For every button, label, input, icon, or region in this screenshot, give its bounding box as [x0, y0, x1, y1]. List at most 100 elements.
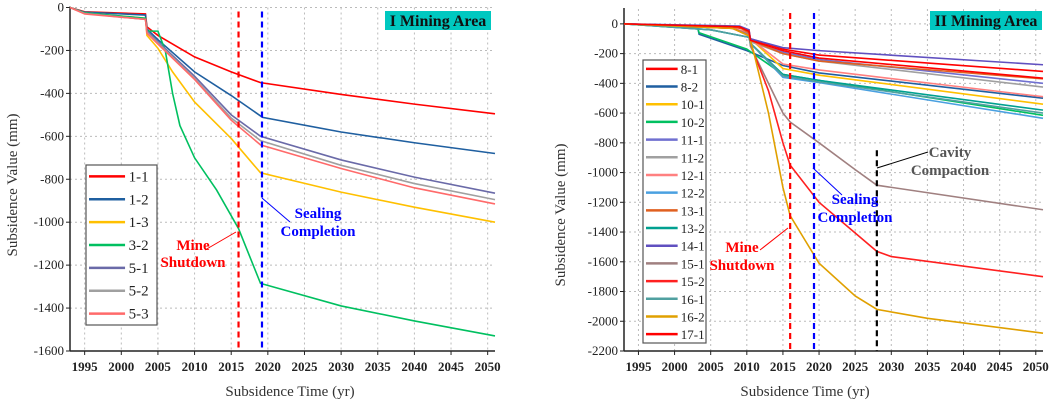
legend-label: 1-2 [129, 192, 149, 208]
x-tick-label: 2030 [328, 359, 354, 374]
legend-label: 1-3 [129, 215, 149, 231]
chart-title: I Mining Area [390, 13, 487, 30]
y-tick-label: -800 [40, 171, 64, 186]
annotation-arrow [876, 151, 929, 169]
y-tick-label: -1000 [34, 214, 64, 229]
x-tick-label: 2015 [770, 359, 797, 374]
legend-label: 16-1 [681, 292, 705, 307]
series-line-1-1 [69, 6, 496, 115]
legend-label: 3-2 [129, 238, 149, 254]
y-tick-label: -1400 [34, 300, 64, 315]
x-tick-label: 2045 [438, 359, 465, 374]
y-tick-label: -600 [40, 128, 64, 143]
y-tick-label: -800 [594, 135, 618, 150]
y-tick-label: 0 [612, 16, 619, 31]
x-tick-label: 2040 [951, 359, 977, 374]
y-tick-label: -400 [40, 85, 64, 100]
x-tick-label: 2020 [255, 359, 281, 374]
x-tick-label: 2045 [987, 359, 1014, 374]
x-tick-label: 1995 [72, 359, 99, 374]
y-tick-label: -1800 [588, 284, 618, 299]
title-box [930, 11, 1042, 30]
legend-label: 11-1 [681, 133, 704, 148]
chart-panel-1: 1995 2000 2005 2010 2015 2020 2025 2030 2035 2040… [5, 0, 501, 400]
legend-label: 11-2 [681, 150, 704, 165]
annotation-arrow [261, 197, 291, 223]
x-tick-label: 2035 [365, 359, 392, 374]
y-tick-label: -1000 [588, 165, 618, 180]
legend-label: 14-1 [681, 239, 705, 254]
x-tick-label: 2035 [914, 359, 941, 374]
y-tick-label: 0 [58, 0, 65, 15]
x-tick-label: 2025 [842, 359, 869, 374]
y-tick-label: -200 [40, 42, 64, 57]
legend-label: 15-2 [681, 274, 705, 289]
annotation-label: Mine [725, 240, 759, 256]
chart-title: II Mining Area [935, 13, 1038, 30]
y-axis-label: Subsidence Value (mm) [553, 143, 569, 286]
y-tick-label: -600 [594, 105, 618, 120]
x-tick-label: 2010 [734, 359, 760, 374]
y-tick-label: -1200 [34, 257, 64, 272]
annotation-label: Completion [818, 210, 894, 226]
x-tick-label: 2005 [698, 359, 725, 374]
y-tick-label: -1600 [34, 343, 64, 358]
legend-label: 13-1 [681, 203, 705, 218]
legend-label: 15-1 [681, 256, 705, 271]
y-tick-label: -1600 [588, 254, 618, 269]
x-tick-label: 2020 [806, 359, 832, 374]
title-box [385, 11, 491, 30]
x-tick-label: 2000 [108, 359, 134, 374]
legend-label: 10-1 [681, 97, 705, 112]
series-line-5-3 [69, 6, 496, 205]
legend-label: 1-1 [129, 169, 149, 185]
series-line-15-1 [623, 23, 1044, 211]
y-tick-label: -400 [594, 75, 618, 90]
y-tick-label: -2000 [588, 313, 618, 328]
annotation-label: Compaction [911, 163, 990, 179]
x-tick-label: 2005 [145, 359, 172, 374]
y-tick-label: -2200 [588, 343, 618, 358]
series-line-1-2 [69, 6, 496, 155]
y-tick-label: -1200 [588, 194, 618, 209]
x-tick-label: 2000 [662, 359, 688, 374]
legend-label: 12-2 [681, 186, 705, 201]
x-tick-label: 1995 [625, 359, 652, 374]
annotation-arrow [812, 167, 843, 196]
legend-label: 8-2 [681, 80, 698, 95]
annotation-label: Completion [281, 224, 357, 240]
x-axis-label: Subsidence Time (yr) [740, 384, 869, 400]
annotation-arrow [204, 231, 237, 251]
x-axis-label: Subsidence Time (yr) [225, 384, 354, 400]
legend-label: 16-2 [681, 309, 705, 324]
annotation-label: Sealing [832, 192, 879, 208]
x-tick-label: 2015 [218, 359, 245, 374]
x-tick-label: 2040 [401, 359, 427, 374]
annotation-label: Shutdown [160, 255, 226, 271]
legend-label: 5-1 [129, 261, 149, 277]
annotation-label: Mine [176, 238, 210, 254]
annotation-label: Sealing [295, 206, 342, 222]
legend-label: 13-2 [681, 221, 705, 236]
y-axis-label: Subsidence Value (mm) [5, 113, 21, 256]
y-tick-label: -200 [594, 46, 618, 61]
legend-label: 5-3 [129, 307, 149, 323]
legend-label: 12-1 [681, 168, 705, 183]
x-tick-label: 2050 [1023, 359, 1049, 374]
annotation-label: Cavity [929, 145, 972, 161]
y-tick-label: -1400 [588, 224, 618, 239]
chart-panel-2: 1995 2000 2005 2010 2015 2020 2025 2030 2035 2040… [553, 8, 1049, 400]
x-tick-label: 2030 [878, 359, 904, 374]
series-line-17-1 [623, 23, 1044, 79]
annotation-arrow [759, 227, 789, 251]
annotation-label: Shutdown [709, 258, 775, 274]
legend-box [642, 59, 707, 344]
legend-label: 8-1 [681, 62, 698, 77]
legend-label: 17-1 [681, 327, 705, 342]
x-tick-label: 2025 [291, 359, 318, 374]
legend-label: 5-2 [129, 284, 149, 300]
legend-label: 10-2 [681, 115, 705, 130]
x-tick-label: 2050 [475, 359, 501, 374]
